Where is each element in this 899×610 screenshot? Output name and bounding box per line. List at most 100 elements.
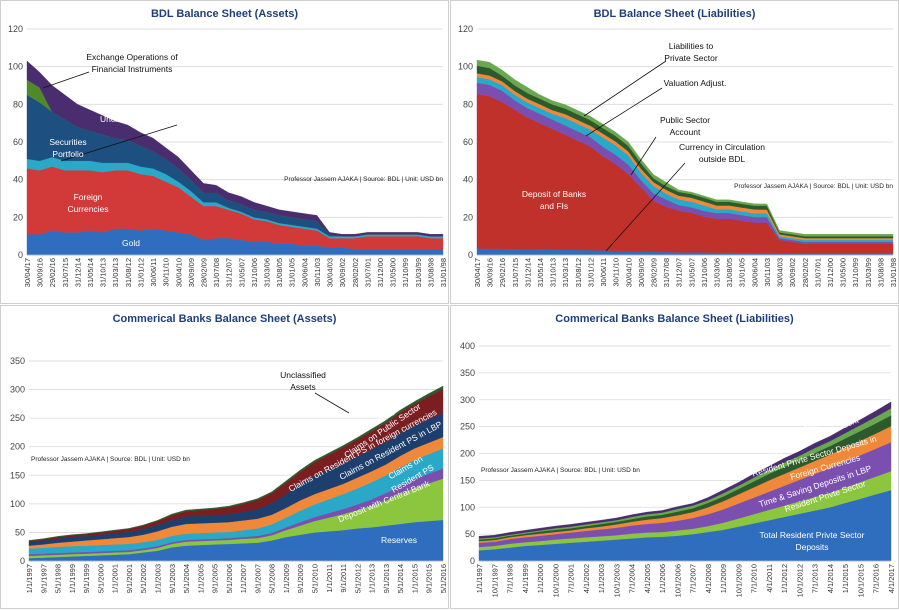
x-tick-label: 31/07/15 <box>61 258 70 287</box>
x-tick-label: 5/1/2006 <box>225 564 234 593</box>
label-exchange-ops-2: Financial Instruments <box>92 64 173 74</box>
x-tick-label: 9/1/2009 <box>296 564 305 593</box>
x-tick-label: 30/04/10 <box>174 258 183 287</box>
x-tick-label: 7/1/2016 <box>872 564 881 593</box>
x-tick-label: 1/1/2009 <box>719 564 728 593</box>
y-tick-label: 50 <box>465 529 475 539</box>
y-tick-label: 300 <box>10 385 25 395</box>
y-tick-label: 40 <box>463 175 473 185</box>
x-tick-label: 9/1/2013 <box>382 564 391 593</box>
label-unclassified-2: Assets <box>290 382 316 392</box>
label-currency-2: outside BDL <box>699 154 746 164</box>
y-tick-label: 0 <box>18 250 23 260</box>
y-tick-label: 120 <box>458 24 473 34</box>
x-tick-label: 4/1/2002 <box>582 564 591 593</box>
arrow-currency <box>605 162 686 252</box>
label-securities-1: Securities <box>49 137 86 147</box>
x-tick-label: 10/1/2000 <box>551 564 560 597</box>
x-tick-label: 7/1/2013 <box>811 564 820 593</box>
x-tick-label: 31/07/15 <box>511 258 520 287</box>
bdl-liabilities-chart: 0 20 40 60 80 100 120 30/04/17 30/09/16 29/02/16… <box>458 24 898 287</box>
areas <box>476 59 894 256</box>
y-tick-label: 150 <box>460 475 475 485</box>
y-tick-label: 0 <box>468 250 473 260</box>
x-tick-label: 31/12/07 <box>675 258 684 287</box>
x-tick-label: 7/1/2001 <box>567 564 576 593</box>
x-tick-label: 1/1/1999 <box>68 564 77 593</box>
chart-title: Commerical Banks Balance Sheet (Assets) <box>112 313 337 325</box>
x-tick-label: 9/1/1999 <box>82 564 91 593</box>
label-unclassified-1: Unclassified <box>280 370 326 380</box>
x-tick-label: 7/1/1998 <box>506 564 515 593</box>
arrow-loans <box>60 124 178 162</box>
x-tick-label: 4/1/2008 <box>704 564 713 593</box>
x-tick-label: 31/07/01 <box>363 258 372 287</box>
annotations: Exchange Operations of Financial Instrum… <box>42 52 234 248</box>
x-tick-label: 1/1/2015 <box>841 564 850 593</box>
label-public-2: Account <box>670 127 701 137</box>
x-tick-label: 31/08/98 <box>876 258 885 287</box>
y-ticks: 0 50 100 150 200 250 300 350 <box>10 356 25 566</box>
label-securities-2: Portfolio <box>52 149 83 159</box>
x-tick-label: 5/1/1998 <box>54 564 63 593</box>
x-tick-label: 31/03/06 <box>713 258 722 287</box>
y-tick-label: 200 <box>10 442 25 452</box>
y-tick-label: 50 <box>15 527 25 537</box>
y-tick-label: 100 <box>8 62 23 72</box>
x-tick-label: 9/1/2005 <box>211 564 220 593</box>
y-tick-label: 60 <box>13 137 23 147</box>
x-ticks: 30/04/17 30/09/16 29/02/16 31/07/15 31/12/14… <box>473 254 898 287</box>
area-series-7 <box>28 385 444 542</box>
x-tick-label: 31/03/13 <box>111 258 120 287</box>
label-reserves: Reserves <box>381 535 417 545</box>
x-tick-label: 30/09/02 <box>338 258 347 287</box>
x-tick-label: 31/05/07 <box>687 258 696 287</box>
x-tick-label: 31/03/13 <box>561 258 570 287</box>
x-tick-label: 30/09/09 <box>637 258 646 287</box>
x-tick-label: 31/07/08 <box>212 258 221 287</box>
x-tick-label: 31/01/98 <box>439 258 448 287</box>
x-tick-label: 28/02/09 <box>200 258 209 287</box>
x-tick-label: 30/06/11 <box>599 258 608 287</box>
x-tick-label: 30/09/16 <box>486 258 495 287</box>
x-tick-label: 1/1/1997 <box>25 564 34 593</box>
arrow-valuation <box>585 87 663 137</box>
arrow-unclassified <box>314 392 350 414</box>
arrow-exchange-ops <box>42 71 90 89</box>
x-tick-label: 9/1/2015 <box>425 564 434 593</box>
x-tick-label: 31/08/05 <box>725 258 734 287</box>
label-foreign-1: Foreign <box>74 192 103 202</box>
y-ticks: 0 50 100 150 200 250 300 350 400 <box>460 341 475 566</box>
x-ticks: 1/1/1997 10/1/1997 7/1/1998 4/1/1999 1/1/200… <box>475 560 896 597</box>
x-tick-label: 9/1/2003 <box>168 564 177 593</box>
x-tick-label: 31/10/06 <box>250 258 259 287</box>
label-liab-private-1: Liabilities to <box>669 41 714 51</box>
label-total-1: Total Resident Privte Sector <box>760 530 865 540</box>
x-tick-label: 5/1/2000 <box>96 564 105 593</box>
x-tick-label: 9/1/2011 <box>339 564 348 593</box>
x-tick-label: 31/01/05 <box>288 258 297 287</box>
x-ticks: 30/04/17 30/09/16 29/02/16 31/07/15 31/12/14… <box>23 254 448 287</box>
x-tick-label: 30/09/09 <box>187 258 196 287</box>
y-tick-label: 0 <box>470 556 475 566</box>
chart-title: Commerical Banks Balance Sheet (Liabilit… <box>555 313 794 325</box>
x-tick-label: 5/1/2016 <box>439 564 448 593</box>
x-tick-label: 5/1/2012 <box>353 564 362 593</box>
y-tick-label: 400 <box>460 341 475 351</box>
y-tick-label: 100 <box>460 502 475 512</box>
x-tick-label: 1/1/2012 <box>780 564 789 593</box>
x-tick-label: 28/02/02 <box>351 258 360 287</box>
x-tick-label: 31/03/06 <box>263 258 272 287</box>
x-tick-label: 1/1/2005 <box>196 564 205 593</box>
source-note: Professor Jassem AJAKA | Source: BDL | U… <box>284 176 443 183</box>
x-tick-label: 31/10/99 <box>401 258 410 287</box>
y-tick-label: 100 <box>10 499 25 509</box>
x-tick-label: 31/12/00 <box>376 258 385 287</box>
y-tick-label: 80 <box>13 99 23 109</box>
area-series-6 <box>478 401 892 539</box>
x-tick-label: 29/02/16 <box>498 258 507 287</box>
x-tick-label: 31/05/00 <box>839 258 848 287</box>
x-tick-label: 7/1/2004 <box>628 564 637 593</box>
x-tick-label: 30/06/11 <box>149 258 158 287</box>
x-tick-label: 7/1/2010 <box>750 564 759 593</box>
